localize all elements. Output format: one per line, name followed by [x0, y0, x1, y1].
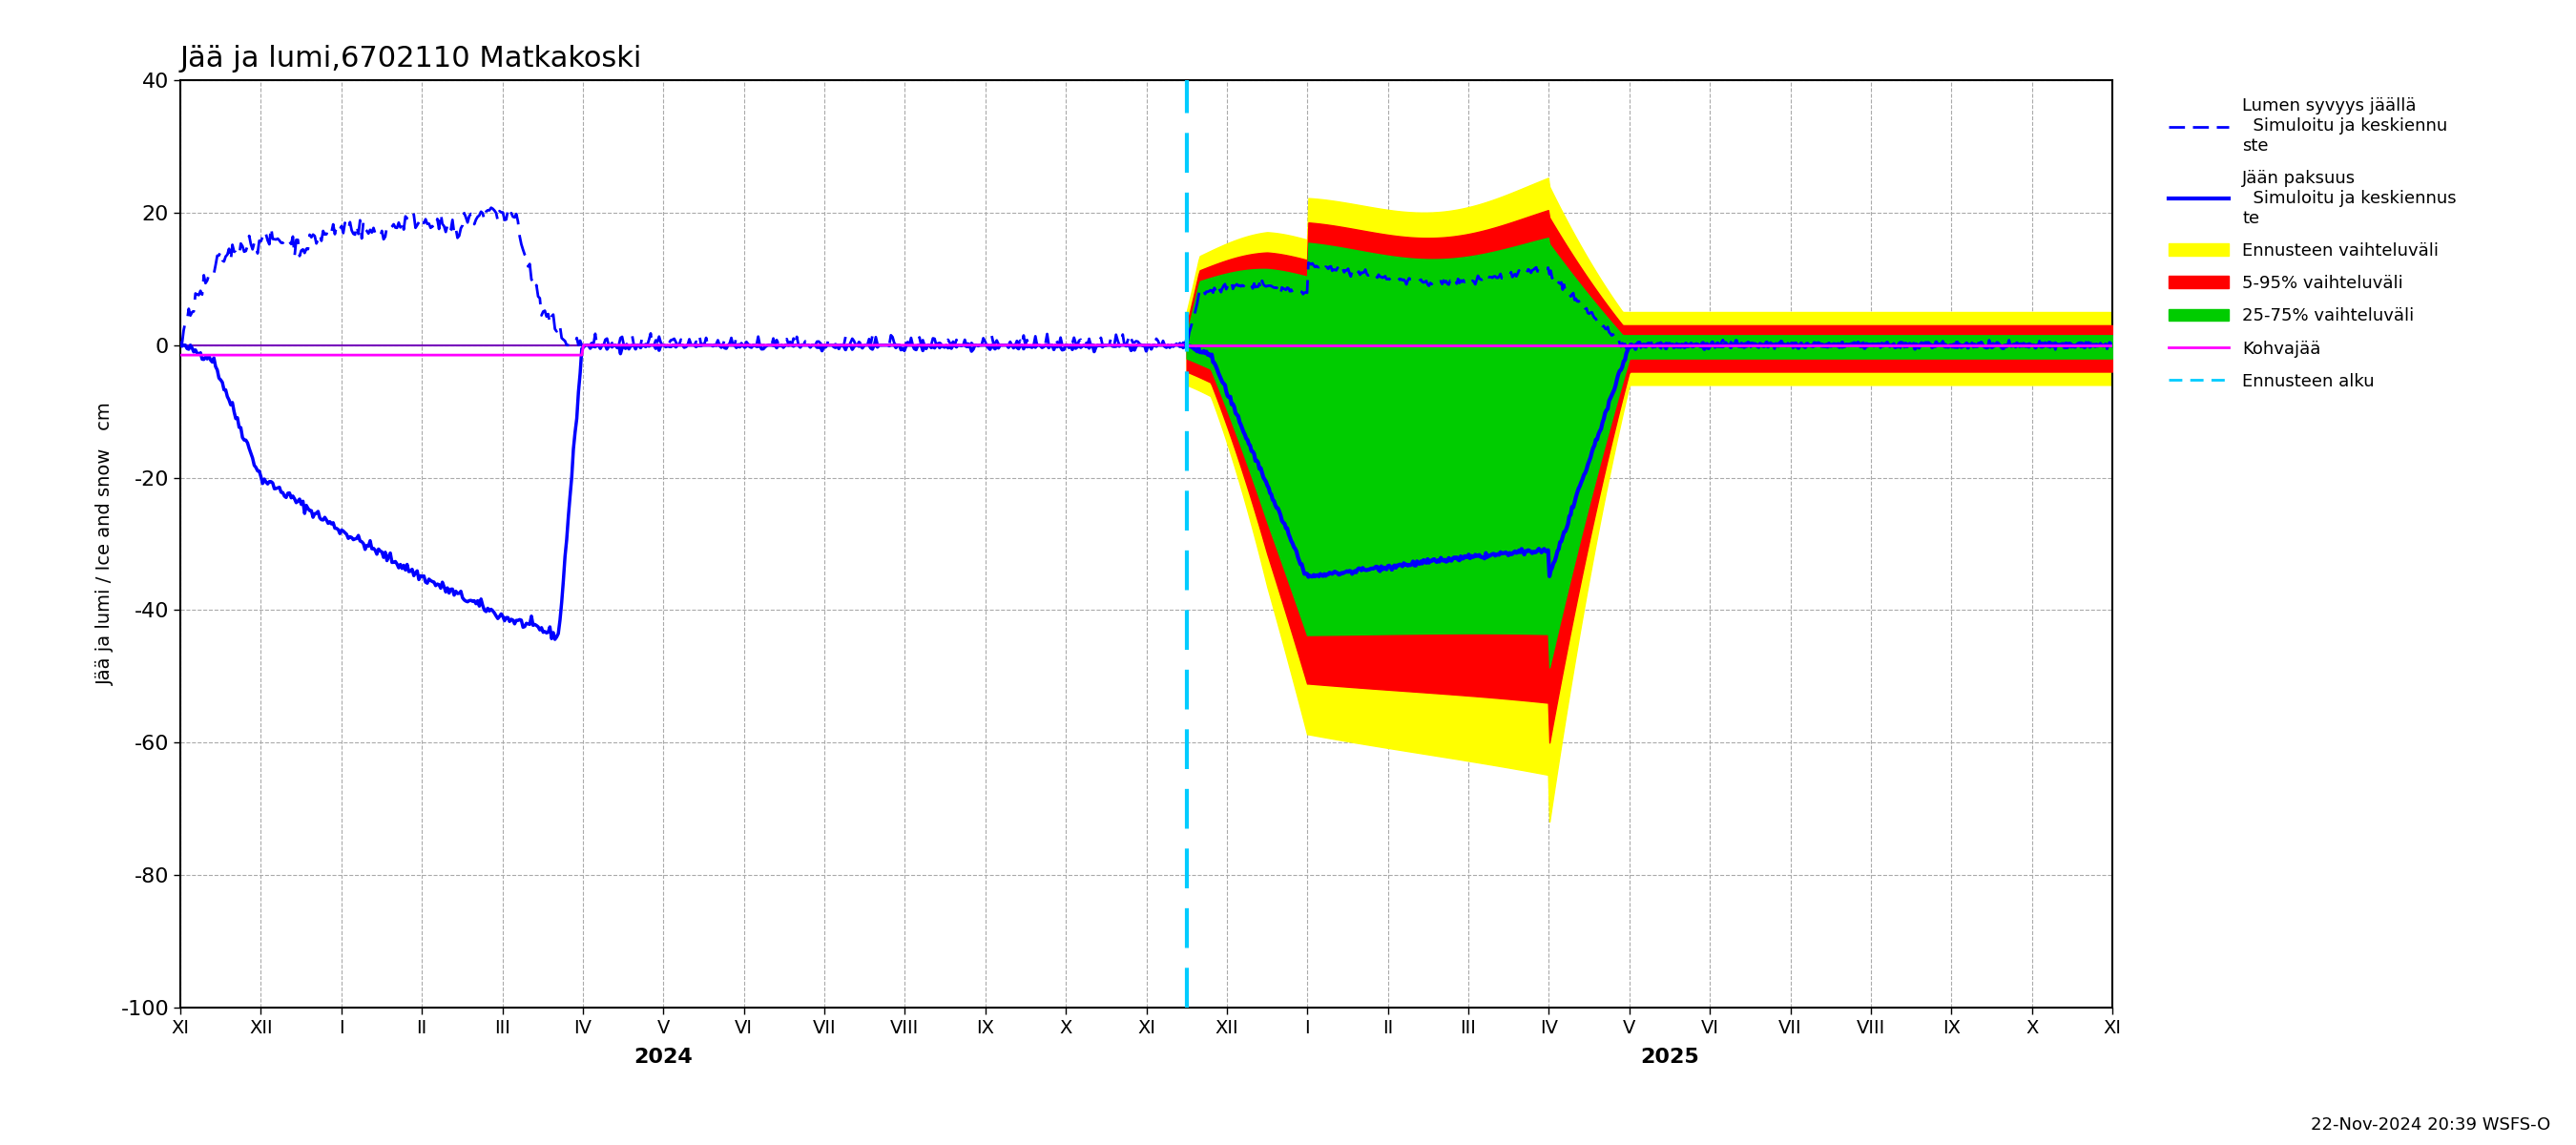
Text: 2024: 2024 — [634, 1048, 693, 1066]
Text: Jää ja lumi,6702110 Matkakoski: Jää ja lumi,6702110 Matkakoski — [180, 45, 641, 72]
Y-axis label: Jää ja lumi / Ice and snow   cm: Jää ja lumi / Ice and snow cm — [95, 402, 113, 686]
Text: 2025: 2025 — [1641, 1048, 1700, 1066]
Text: 22-Nov-2024 20:39 WSFS-O: 22-Nov-2024 20:39 WSFS-O — [2311, 1116, 2550, 1134]
Legend: Lumen syvyys jäällä
  Simuloitu ja keskiennu
ste, Jään paksuus
  Simuloitu ja ke: Lumen syvyys jäällä Simuloitu ja keskien… — [2159, 89, 2465, 398]
